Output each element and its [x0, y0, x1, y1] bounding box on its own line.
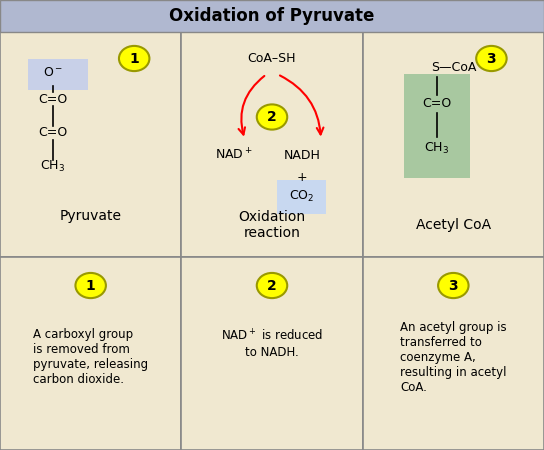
- Circle shape: [119, 46, 150, 71]
- Text: 3: 3: [448, 279, 458, 292]
- Text: C=O: C=O: [38, 93, 67, 105]
- FancyBboxPatch shape: [363, 256, 544, 450]
- Circle shape: [76, 273, 106, 298]
- FancyBboxPatch shape: [0, 32, 181, 256]
- Text: 1: 1: [129, 51, 139, 66]
- FancyBboxPatch shape: [404, 74, 469, 178]
- Text: An acetyl group is
transferred to
coenzyme A,
resulting in acetyl
CoA.: An acetyl group is transferred to coenzy…: [400, 320, 506, 394]
- FancyBboxPatch shape: [181, 256, 363, 450]
- FancyBboxPatch shape: [181, 32, 363, 256]
- Text: CoA–SH: CoA–SH: [248, 52, 296, 65]
- Text: NADH: NADH: [283, 149, 320, 162]
- FancyArrowPatch shape: [280, 76, 324, 135]
- FancyBboxPatch shape: [28, 58, 88, 90]
- Text: C=O: C=O: [38, 126, 67, 139]
- FancyBboxPatch shape: [0, 0, 544, 32]
- Text: CO$_2$: CO$_2$: [289, 189, 314, 204]
- FancyArrowPatch shape: [238, 76, 264, 135]
- Text: NAD$^+$ is reduced
to NADH.: NAD$^+$ is reduced to NADH.: [221, 328, 323, 359]
- FancyBboxPatch shape: [0, 256, 181, 450]
- Text: +: +: [296, 171, 307, 184]
- Text: S—CoA: S—CoA: [431, 61, 476, 74]
- Circle shape: [257, 273, 287, 298]
- Text: 2: 2: [267, 279, 277, 292]
- FancyBboxPatch shape: [277, 180, 326, 214]
- Text: A carboxyl group
is removed from
pyruvate, releasing
carbon dioxide.: A carboxyl group is removed from pyruvat…: [33, 328, 148, 386]
- Text: Pyruvate: Pyruvate: [60, 209, 122, 223]
- Text: CH$_3$: CH$_3$: [424, 141, 449, 156]
- Text: 3: 3: [486, 51, 496, 66]
- Text: Acetyl CoA: Acetyl CoA: [416, 218, 491, 232]
- Circle shape: [438, 273, 468, 298]
- FancyBboxPatch shape: [363, 32, 544, 256]
- Text: Oxidation of Pyruvate: Oxidation of Pyruvate: [169, 7, 375, 25]
- Text: Oxidation
reaction: Oxidation reaction: [238, 210, 306, 240]
- Text: C=O: C=O: [422, 97, 452, 110]
- Text: CH$_3$: CH$_3$: [40, 159, 65, 174]
- Text: O$^-$: O$^-$: [42, 66, 63, 78]
- Text: 2: 2: [267, 110, 277, 124]
- Text: 1: 1: [86, 279, 96, 292]
- Circle shape: [257, 104, 287, 130]
- Text: NAD$^+$: NAD$^+$: [215, 148, 253, 163]
- Circle shape: [476, 46, 506, 71]
